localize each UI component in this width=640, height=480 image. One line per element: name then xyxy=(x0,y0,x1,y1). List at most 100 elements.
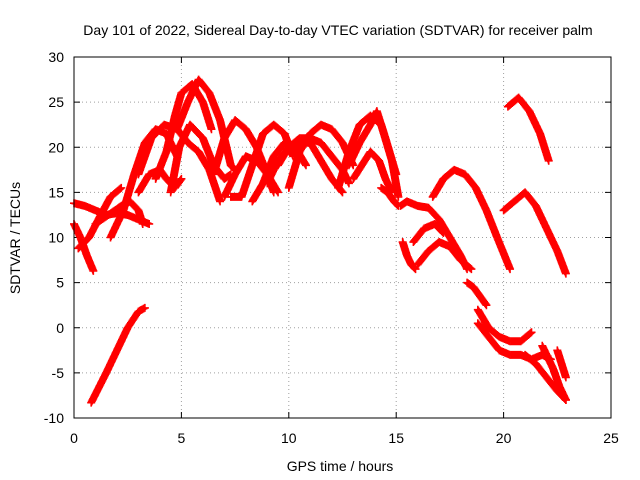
series-arc-35 xyxy=(553,346,570,382)
data-marker-run xyxy=(461,171,479,191)
data-point xyxy=(140,303,149,312)
data-marker-run xyxy=(474,320,492,340)
data-marker-run xyxy=(162,113,179,155)
series-arc-21 xyxy=(349,147,396,197)
data-marker-run xyxy=(485,324,503,340)
data-marker-run xyxy=(356,121,374,146)
data-marker-run xyxy=(350,162,366,182)
x-tick-label: 5 xyxy=(178,430,186,446)
data-point xyxy=(561,395,570,404)
data-marker-run xyxy=(373,108,390,141)
chart-title: Day 101 of 2022, Sidereal Day-to-day VTE… xyxy=(83,22,592,38)
data-point xyxy=(411,265,420,274)
data-marker-run xyxy=(113,325,132,353)
data-marker-run xyxy=(553,248,570,277)
data-marker-run xyxy=(270,139,288,160)
x-tick-label: 15 xyxy=(388,430,404,446)
data-point xyxy=(392,170,401,179)
axis-ticks: 0 5 10 15 20 25 -10 -5 0 5 10 15 20 25 30 xyxy=(44,49,619,446)
series-arc-18 xyxy=(284,120,358,192)
data-marker-run xyxy=(186,121,206,142)
y-tick-label: -5 xyxy=(52,365,65,381)
data-marker-run xyxy=(195,148,213,173)
y-tick-label: 15 xyxy=(48,184,64,200)
series-arc-10 xyxy=(166,120,235,197)
data-point xyxy=(544,156,553,165)
data-marker-run xyxy=(92,211,112,228)
series-arc-29 xyxy=(473,305,536,346)
x-tick-label: 0 xyxy=(70,430,78,446)
data-marker-run xyxy=(384,189,398,205)
data-marker-run xyxy=(482,207,501,241)
data-marker-run xyxy=(515,94,533,115)
data-marker-run xyxy=(135,171,153,196)
data-marker-run xyxy=(317,157,336,182)
data-marker-run xyxy=(152,149,170,182)
series-arc-31 xyxy=(499,188,570,278)
data-marker-run xyxy=(126,198,142,214)
data-marker-run xyxy=(166,144,183,195)
series-arc-24 xyxy=(398,238,420,274)
y-axis-label: SDTVAR / TECUs xyxy=(7,182,23,294)
y-tick-label: -10 xyxy=(44,410,64,426)
data-point xyxy=(338,188,347,197)
x-tick-label: 25 xyxy=(603,430,619,446)
data-marker-run xyxy=(521,189,539,209)
data-point xyxy=(439,228,448,237)
data-marker-run xyxy=(171,90,185,119)
data-marker-run xyxy=(105,202,125,219)
data-point xyxy=(394,192,403,201)
data-marker-run xyxy=(549,365,563,390)
data-marker-run xyxy=(367,148,383,164)
data-point xyxy=(561,373,570,382)
data-point xyxy=(482,301,491,310)
data-marker-run xyxy=(231,153,250,178)
data-point xyxy=(301,161,310,170)
data-marker-run xyxy=(526,108,544,137)
data-marker-run xyxy=(543,374,561,394)
data-marker-run xyxy=(210,135,228,177)
data-marker-run xyxy=(148,121,168,142)
data-marker-run xyxy=(470,284,484,300)
series-arc-27 xyxy=(428,165,515,274)
data-marker-run xyxy=(410,225,428,245)
data-point xyxy=(274,188,283,197)
data-marker-run xyxy=(375,158,389,182)
data-point xyxy=(506,265,515,274)
series-arc-28 xyxy=(463,278,491,310)
data-marker-run xyxy=(199,99,216,132)
data-marker-run xyxy=(199,135,218,168)
data-marker-run xyxy=(96,194,114,220)
data-marker-run xyxy=(238,162,256,200)
data-marker-run xyxy=(431,220,447,236)
data-point xyxy=(467,265,476,274)
data-marker-run xyxy=(83,252,97,274)
y-tick-label: 30 xyxy=(48,49,64,65)
data-marker-run xyxy=(317,139,335,160)
data-point xyxy=(117,183,126,192)
data-marker-run xyxy=(345,122,364,155)
data-marker-run xyxy=(532,360,550,381)
series-arc-34 xyxy=(538,341,570,404)
y-tick-label: 10 xyxy=(48,230,64,246)
data-marker-run xyxy=(259,153,278,186)
data-marker-run xyxy=(285,135,303,151)
data-marker-run xyxy=(517,329,535,345)
data-marker-run xyxy=(130,140,149,177)
data-marker-run xyxy=(446,243,464,263)
data-marker-run xyxy=(124,308,142,331)
data-marker-run xyxy=(345,140,364,168)
data-marker-run xyxy=(306,139,325,164)
data-marker-run xyxy=(248,131,267,168)
data-marker-run xyxy=(328,126,346,146)
data-marker-run xyxy=(500,198,518,214)
y-tick-label: 5 xyxy=(56,275,64,291)
data-marker-run xyxy=(107,207,127,241)
data-marker-run xyxy=(87,370,110,406)
data-marker-run xyxy=(102,347,121,376)
data-marker-run xyxy=(429,176,447,200)
x-axis-label: GPS time / hours xyxy=(287,458,394,474)
data-marker-run xyxy=(274,144,293,169)
plot-frame xyxy=(73,56,612,419)
